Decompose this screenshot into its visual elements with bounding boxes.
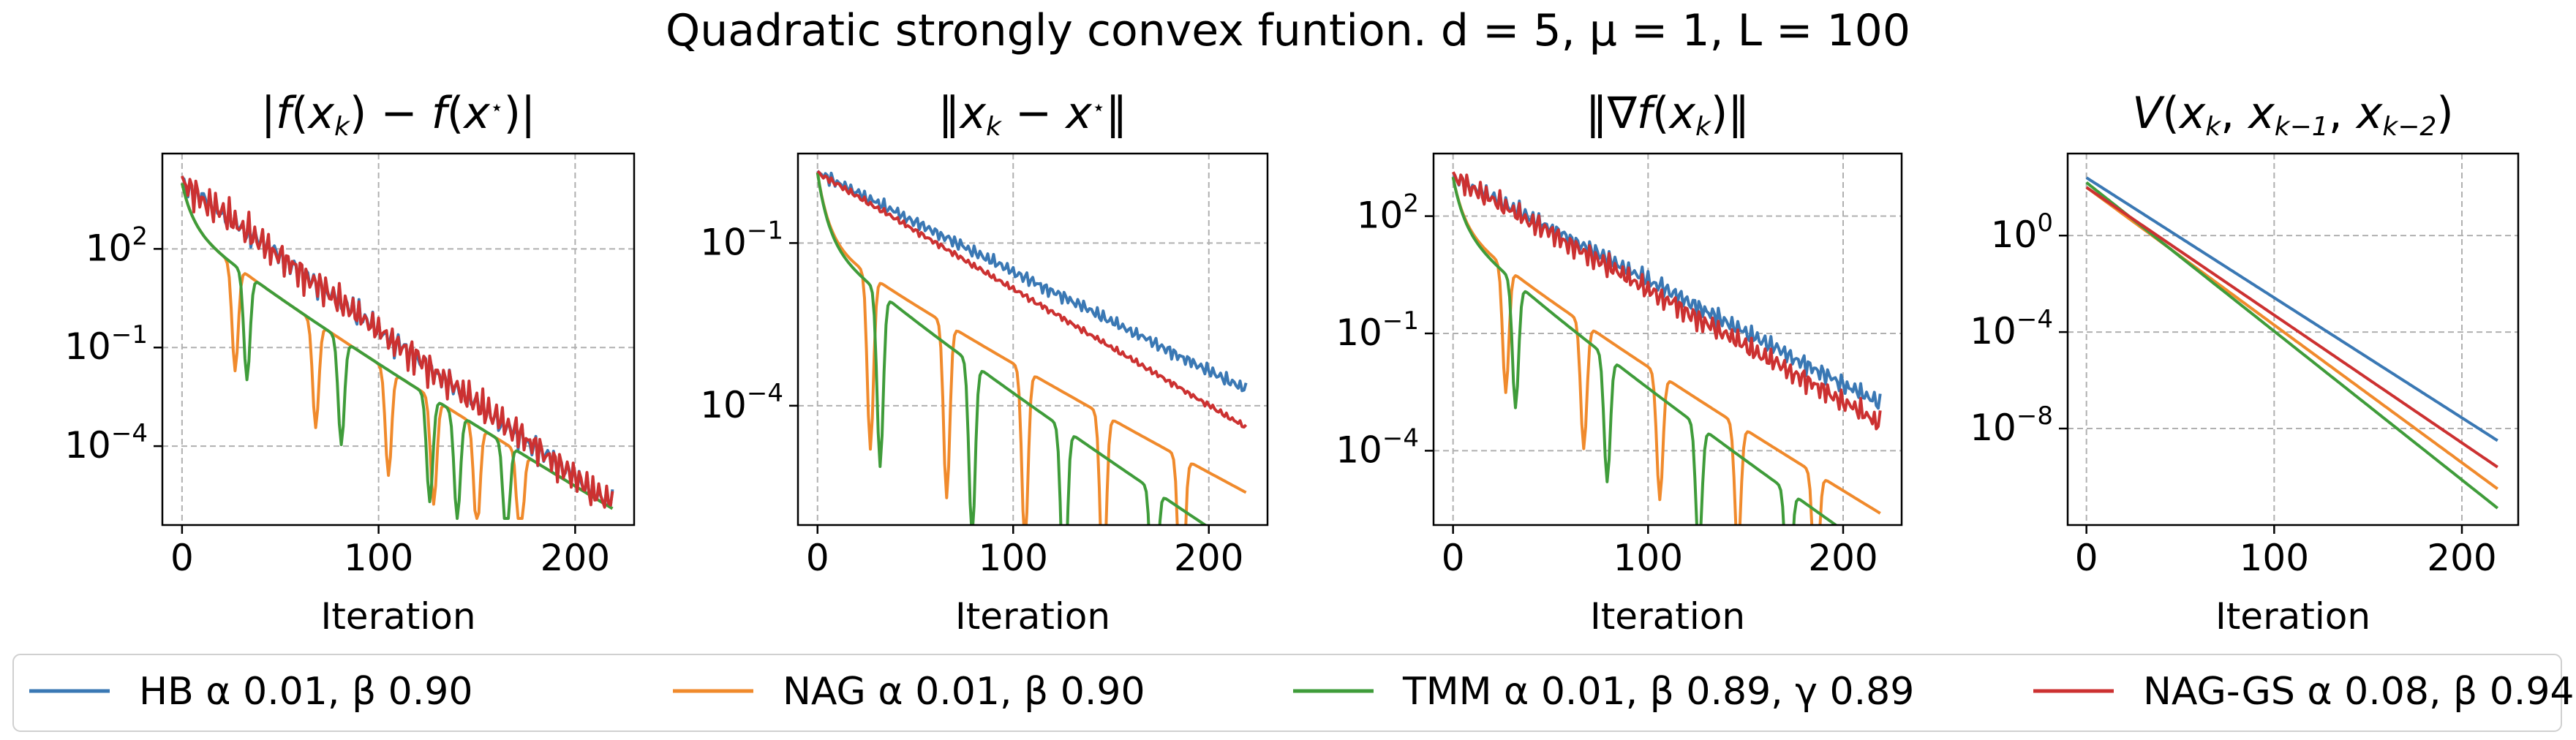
- y-tick-label: 10−4: [700, 379, 783, 426]
- x-tick-label: 100: [2240, 537, 2309, 579]
- y-tick-label: 10−1: [700, 216, 783, 263]
- legend-label: NAG-GS α 0.08, β 0.94: [2143, 670, 2575, 714]
- x-tick-label: 200: [541, 537, 610, 579]
- axes-frame: [2066, 152, 2520, 526]
- subplot-title: ‖xk − x⋆‖: [938, 88, 1127, 142]
- x-tick-label: 100: [344, 537, 413, 579]
- series-line-1: [816, 170, 1248, 393]
- x-tick-label: 0: [170, 537, 194, 579]
- x-tick-label: 0: [1442, 537, 1465, 579]
- y-tick-label: 10−1: [1336, 306, 1419, 354]
- subplots: 0 100 200 102 10−1 10−4 Iteration |f(xk) − f(x⋆…: [64, 88, 2520, 638]
- y-tick-label: 10−4: [1970, 305, 2053, 352]
- series-line-4: [2085, 186, 2498, 469]
- x-tick-label: 200: [1808, 537, 1878, 579]
- y-tick-label: 10−4: [1336, 423, 1419, 471]
- y-tick-label: 10−1: [64, 320, 148, 368]
- y-tick-label: 10−4: [64, 419, 148, 467]
- legend: HB α 0.01, β 0.90 NAG α 0.01, β 0.90 TMM α…: [12, 654, 2575, 732]
- series-line-2: [1451, 176, 1881, 525]
- legend-entry-4: NAG-GS α 0.08, β 0.94: [2033, 670, 2575, 714]
- legend-entry-1: HB α 0.01, β 0.90: [29, 670, 472, 714]
- legend-label: HB α 0.01, β 0.90: [139, 670, 472, 714]
- x-tick-label: 100: [979, 537, 1048, 579]
- subplot-1: 0 100 200 102 10−1 10−4 Iteration |f(xk) − f(x⋆…: [64, 88, 636, 638]
- series-line-3: [180, 183, 614, 520]
- legend-entry-3: TMM α 0.01, β 0.89, γ 0.89: [1293, 670, 1914, 714]
- subplot-3: 0 100 200 102 10−1 10−4 Iteration ‖∇f(xk)‖: [1336, 88, 1903, 638]
- series-line-1: [1452, 174, 1882, 410]
- subplot-2: 0 100 200 10−1 10−4 Iteration ‖xk − x⋆‖: [700, 88, 1269, 638]
- figure-suptitle: Quadratic strongly convex funtion. d = 5…: [666, 5, 1910, 56]
- series-line-2: [816, 172, 1247, 525]
- series-line-3: [1451, 176, 1839, 525]
- x-tick-label: 200: [2427, 537, 2496, 579]
- axes-frame: [796, 152, 1269, 526]
- y-tick-label: 102: [86, 222, 148, 269]
- subplot-title: V(xk, xk−1, xk−2): [2132, 88, 2453, 142]
- y-tick-label: 10−8: [1970, 401, 2053, 449]
- series-line-3: [2085, 181, 2499, 510]
- x-tick-label: 200: [1174, 537, 1243, 579]
- y-tick-label: 100: [1991, 208, 2053, 256]
- legend-label: TMM α 0.01, β 0.89, γ 0.89: [1402, 670, 1914, 714]
- legend-label: NAG α 0.01, β 0.90: [783, 670, 1145, 714]
- x-axis-label: Iteration: [320, 595, 475, 638]
- axes-frame: [161, 152, 636, 526]
- series-line-3: [816, 172, 1208, 525]
- x-tick-label: 0: [806, 537, 829, 579]
- subplot-4: 0 100 200 100 10−4 10−8 Iteration V(xk, xk−1, x…: [1970, 88, 2520, 638]
- y-tick-label: 102: [1357, 189, 1419, 237]
- legend-frame: [12, 654, 2562, 732]
- legend-entry-2: NAG α 0.01, β 0.90: [673, 670, 1145, 714]
- x-tick-label: 100: [1613, 537, 1683, 579]
- series-line-4: [816, 170, 1248, 429]
- subplot-title: ‖∇f(xk)‖: [1586, 88, 1750, 142]
- x-tick-label: 0: [2075, 537, 2098, 579]
- subplot-title: |f(xk) − f(x⋆)|: [261, 88, 535, 142]
- axes-frame: [1432, 152, 1903, 526]
- series-line-4: [181, 175, 614, 509]
- x-axis-label: Iteration: [2215, 595, 2370, 638]
- series-line-4: [1451, 171, 1882, 431]
- series-line-1: [2085, 176, 2498, 442]
- x-axis-label: Iteration: [955, 595, 1110, 638]
- x-axis-label: Iteration: [1590, 595, 1745, 638]
